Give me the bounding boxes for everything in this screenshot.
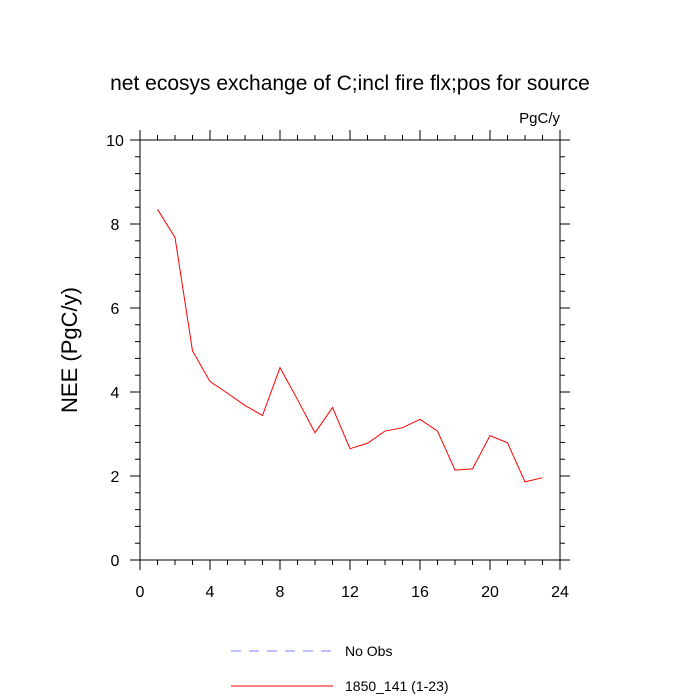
x-tick-label: 0: [136, 584, 145, 601]
units-label: PgC/y: [519, 110, 560, 127]
chart-title: net ecosys exchange of C;incl fire flx;p…: [110, 72, 590, 95]
y-tick-label: 0: [111, 553, 120, 570]
data-point: [174, 236, 176, 238]
legend: No Obs 1850_141 (1-23): [231, 643, 449, 694]
y-tick-label: 4: [111, 385, 120, 402]
legend-label: No Obs: [345, 643, 392, 659]
data-point: [471, 468, 473, 470]
plot-frame: [139, 139, 561, 561]
data-point: [384, 430, 386, 432]
data-point: [489, 434, 491, 436]
data-point: [244, 404, 246, 406]
data-point: [156, 208, 158, 210]
data-point: [314, 432, 316, 434]
data-point: [296, 398, 298, 400]
legend-label: 1850_141 (1-23): [345, 678, 449, 694]
data-point: [226, 392, 228, 394]
x-tick-label: 12: [341, 584, 359, 601]
data-point: [436, 430, 438, 432]
series-line: [157, 209, 543, 483]
data-point: [349, 448, 351, 450]
y-tick-label: 8: [111, 217, 120, 234]
data-point: [331, 406, 333, 408]
x-tick-label: 20: [481, 584, 499, 601]
data-point: [279, 366, 281, 368]
data-point: [209, 380, 211, 382]
y-axis-label: NEE (PgC/y): [57, 287, 82, 413]
data-point: [541, 476, 543, 478]
data-point: [419, 418, 421, 420]
x-tick-label: 4: [206, 584, 215, 601]
series-layer: [156, 208, 543, 483]
axis-ticks: [130, 130, 570, 570]
y-tick-label: 10: [106, 133, 124, 150]
data-point: [366, 442, 368, 444]
data-point: [261, 414, 263, 416]
data-point: [454, 469, 456, 471]
data-point: [506, 442, 508, 444]
data-point: [191, 350, 193, 352]
y-tick-label: 6: [111, 301, 120, 318]
y-tick-label: 2: [111, 469, 120, 486]
x-tick-label: 24: [551, 584, 569, 601]
data-point: [524, 481, 526, 483]
x-tick-label: 8: [276, 584, 285, 601]
data-point: [401, 427, 403, 429]
x-tick-label: 16: [411, 584, 429, 601]
